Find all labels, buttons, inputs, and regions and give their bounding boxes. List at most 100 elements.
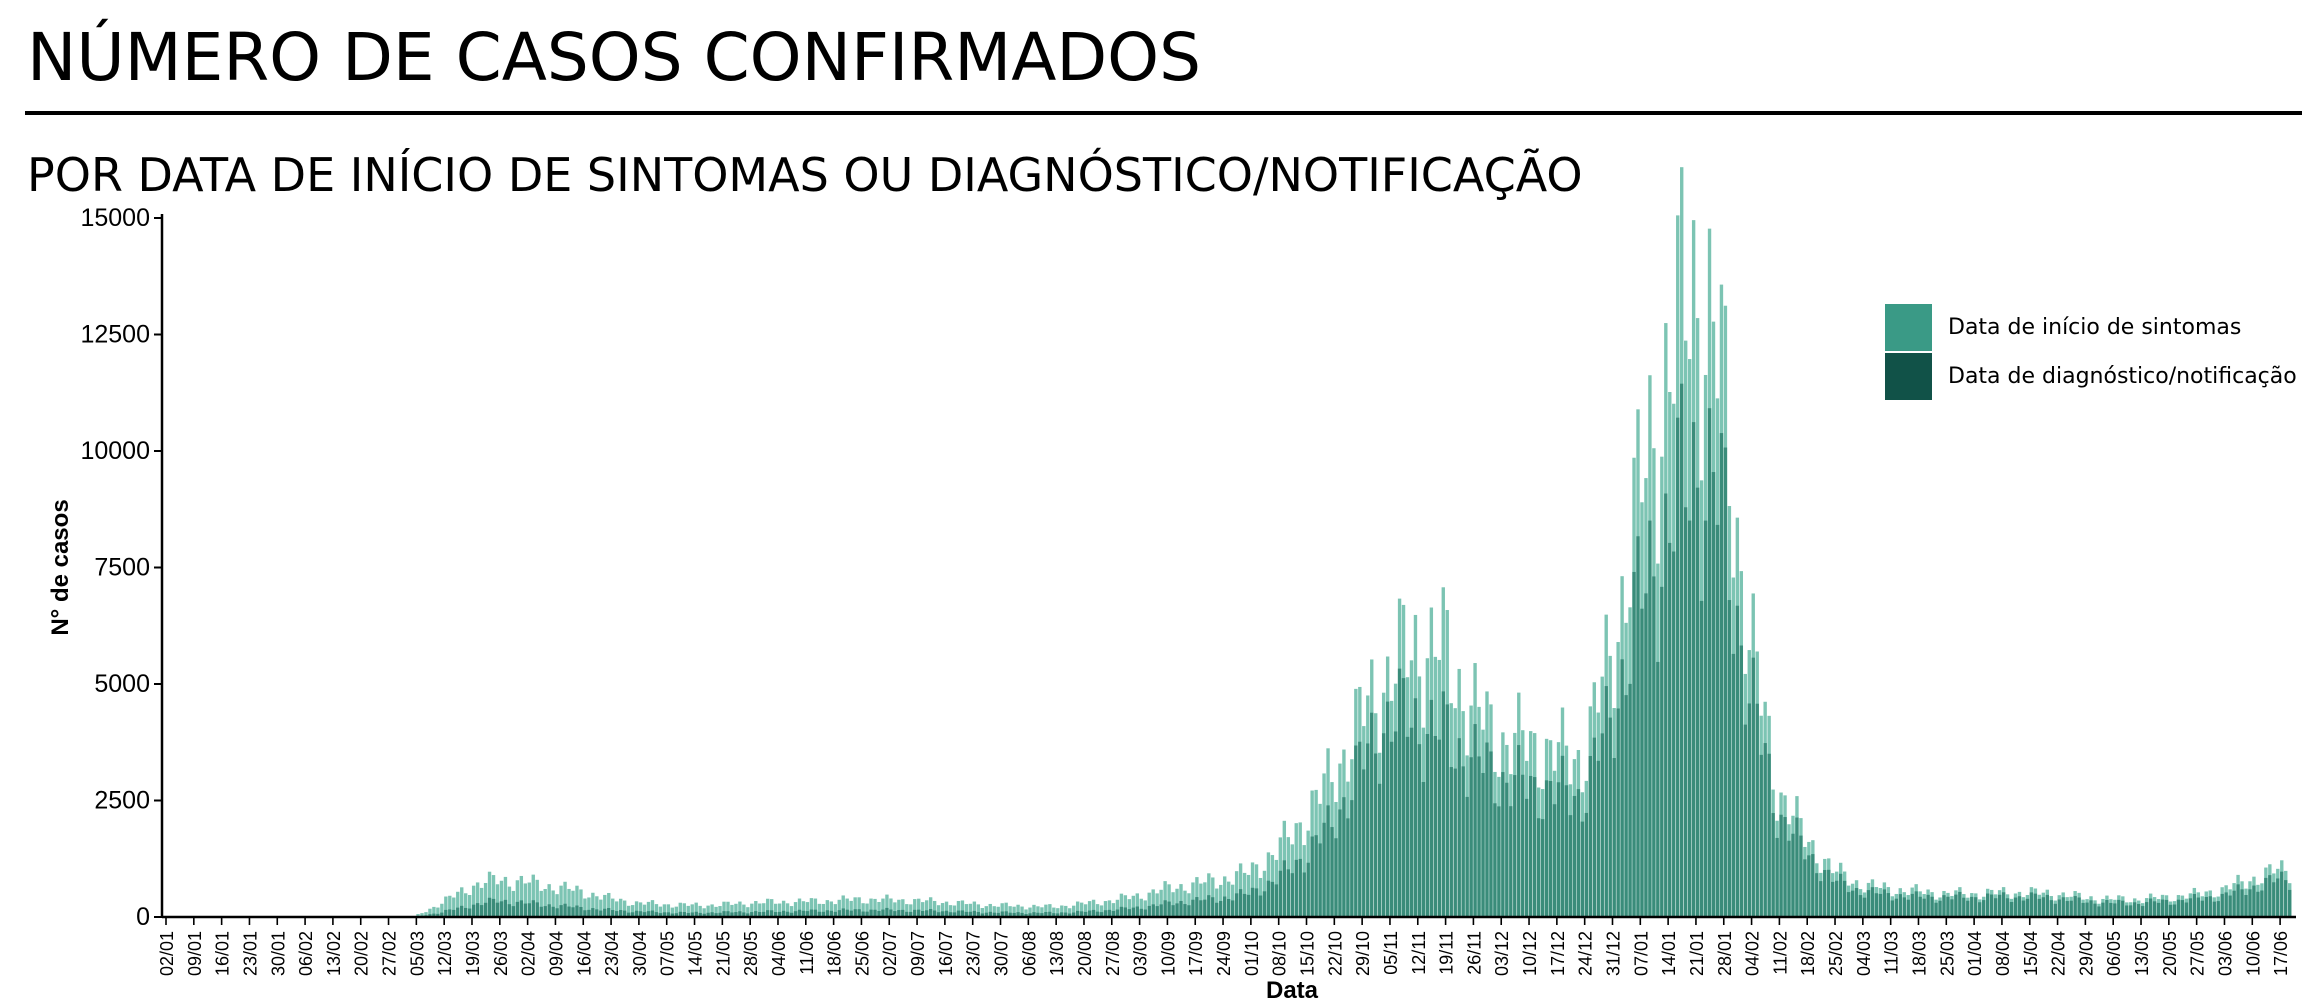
bar-diagnosis-241 [1119, 906, 1124, 917]
bar-diagnosis-428 [1862, 897, 1867, 917]
bar-diagnosis-94 [535, 902, 539, 917]
bar-symptoms-77 [467, 895, 472, 917]
x-tick-label-32: 13/08 [1047, 931, 1067, 976]
bar-diagnosis-445 [1930, 896, 1934, 917]
bar-diagnosis-403 [1763, 743, 1767, 917]
bar-diagnosis-212 [1004, 911, 1008, 917]
bar-diagnosis-119 [634, 910, 639, 917]
bar-diagnosis-397 [1739, 645, 1744, 917]
bar-diagnosis-456 [1974, 897, 1978, 917]
bar-diagnosis-441 [1914, 891, 1918, 917]
bar-diagnosis-247 [1143, 909, 1147, 917]
x-tick-label-12: 26/03 [491, 931, 511, 976]
x-tick-label-8: 27/02 [380, 931, 400, 976]
bar-diagnosis-219 [1032, 912, 1036, 917]
bar-diagnosis-476 [2053, 903, 2057, 917]
bar-symptoms-252 [1163, 881, 1167, 917]
bar-symptoms-167 [825, 900, 830, 917]
x-tick-label-25: 25/06 [852, 931, 872, 976]
bar-diagnosis-309 [1389, 741, 1394, 917]
bar-symptoms-207 [984, 906, 988, 917]
bar-diagnosis-360 [1592, 737, 1596, 917]
bar-diagnosis-449 [1946, 896, 1950, 917]
bar-symptoms-180 [877, 901, 881, 917]
bar-symptoms-200 [956, 900, 961, 917]
bar-diagnosis-72 [448, 909, 452, 917]
bar-diagnosis-102 [567, 906, 571, 917]
bar-diagnosis-372 [1640, 608, 1644, 917]
x-tick-label-30: 30/07 [992, 931, 1012, 976]
bar-symptoms-242 [1123, 895, 1128, 917]
x-tick-label-73: 27/05 [2188, 931, 2208, 976]
bar-diagnosis-356 [1576, 789, 1581, 917]
bar-symptoms-220 [1036, 906, 1040, 917]
bar-diagnosis-239 [1111, 911, 1116, 917]
bar-symptoms-182 [885, 894, 889, 917]
bar-diagnosis-120 [638, 911, 643, 917]
x-tick-label-0: 02/01 [157, 931, 177, 976]
bar-symptoms-76 [464, 893, 468, 917]
bar-symptoms-73 [452, 897, 456, 917]
x-axis-title: Data [1266, 977, 1319, 1002]
x-tick-label-44: 05/11 [1381, 931, 1401, 975]
page-subtitle: POR DATA DE INÍCIO DE SINTOMAS OU DIAGNÓ… [27, 148, 1583, 202]
bar-symptoms-233 [1087, 901, 1092, 917]
bar-diagnosis-181 [881, 909, 885, 917]
bar-diagnosis-224 [1052, 913, 1056, 917]
x-tick-label-57: 04/02 [1743, 931, 1763, 976]
bar-symptoms-116 [622, 900, 627, 917]
bar-diagnosis-388 [1703, 520, 1708, 917]
bar-symptoms-130 [678, 902, 682, 917]
bar-diagnosis-529 [2264, 877, 2268, 917]
x-tick-label-55: 21/01 [1687, 931, 1707, 976]
bar-diagnosis-308 [1385, 701, 1390, 917]
bar-diagnosis-136 [702, 913, 706, 917]
bar-diagnosis-279 [1270, 881, 1275, 917]
bar-symptoms-118 [630, 905, 635, 917]
bar-diagnosis-229 [1072, 912, 1076, 917]
bar-diagnosis-217 [1024, 914, 1028, 917]
bar-diagnosis-261 [1199, 900, 1203, 917]
bar-diagnosis-485 [2089, 900, 2093, 917]
bar-diagnosis-134 [694, 911, 698, 917]
bar-diagnosis-100 [559, 905, 563, 917]
bar-symptoms-250 [1155, 893, 1159, 917]
bar-symptoms-216 [1020, 906, 1024, 917]
bar-diagnosis-471 [2033, 893, 2038, 917]
bar-diagnosis-183 [889, 909, 893, 917]
bar-diagnosis-350 [1552, 804, 1557, 917]
bar-symptoms-213 [1008, 906, 1012, 917]
bar-symptoms-143 [730, 904, 734, 917]
bar-diagnosis-414 [1807, 855, 1811, 917]
bar-diagnosis-296 [1338, 809, 1342, 917]
bar-symptoms-113 [611, 898, 615, 917]
bar-diagnosis-461 [1993, 898, 1998, 917]
bar-diagnosis-477 [2057, 899, 2061, 917]
bar-diagnosis-302 [1362, 769, 1366, 917]
bar-diagnosis-512 [2196, 897, 2201, 917]
bar-diagnosis-406 [1775, 837, 1779, 917]
bar-diagnosis-170 [837, 910, 841, 917]
bar-diagnosis-284 [1290, 873, 1294, 917]
x-tick-label-67: 15/04 [2021, 931, 2041, 976]
bar-diagnosis-488 [2101, 902, 2105, 917]
bar-symptoms-122 [646, 901, 651, 917]
bar-symptoms-227 [1064, 905, 1068, 917]
bar-diagnosis-262 [1203, 899, 1207, 917]
bar-symptoms-94 [535, 879, 539, 917]
x-tick-label-14: 09/04 [546, 931, 566, 976]
bar-diagnosis-289 [1310, 836, 1314, 917]
bar-diagnosis-496 [2133, 902, 2137, 917]
bar-symptoms-86 [503, 876, 508, 917]
bar-diagnosis-246 [1139, 908, 1143, 917]
x-tick-label-15: 16/04 [574, 931, 594, 976]
bar-diagnosis-227 [1064, 912, 1068, 917]
bar-symptoms-190 [917, 898, 921, 917]
bar-diagnosis-398 [1743, 724, 1747, 917]
bar-diagnosis-442 [1918, 896, 1922, 917]
bar-diagnosis-450 [1950, 899, 1954, 917]
bar-symptoms-135 [698, 905, 702, 917]
bar-symptoms-83 [491, 875, 496, 917]
bar-symptoms-221 [1040, 907, 1044, 917]
bar-diagnosis-478 [2061, 897, 2065, 917]
